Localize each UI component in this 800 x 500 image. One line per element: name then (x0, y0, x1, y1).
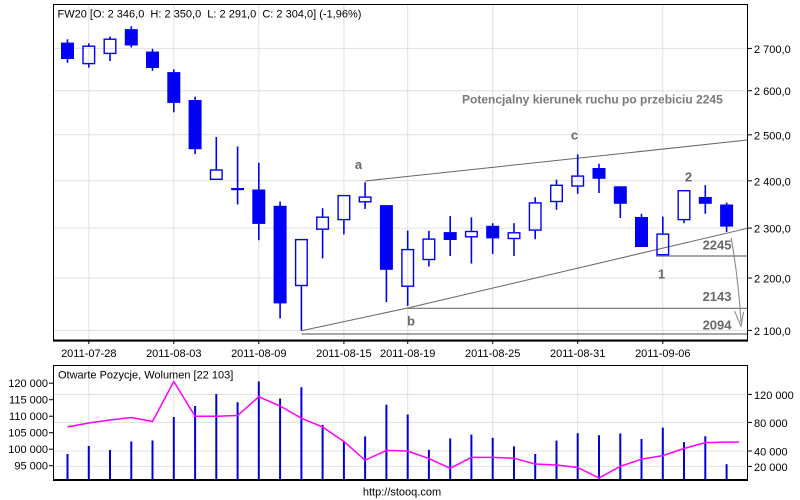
svg-text:2011-08-15: 2011-08-15 (316, 348, 371, 360)
svg-text:95 000: 95 000 (14, 461, 48, 473)
svg-text:2094: 2094 (703, 318, 733, 333)
svg-text:2011-08-03: 2011-08-03 (146, 348, 201, 360)
svg-text:20 000: 20 000 (754, 462, 788, 474)
svg-text:120 000: 120 000 (754, 390, 794, 402)
svg-text:2 500,0: 2 500,0 (754, 130, 791, 142)
svg-text:2 700,0: 2 700,0 (754, 44, 791, 56)
svg-text:2245: 2245 (703, 238, 732, 253)
svg-text:2 300,0: 2 300,0 (754, 224, 791, 236)
svg-text:2011-07-28: 2011-07-28 (61, 348, 116, 360)
svg-text:2011-08-09: 2011-08-09 (231, 348, 286, 360)
svg-text:FW20 [O: 2 346,0 H: 2 350,0: FW20 [O: 2 346,0 H: 2 350,0 L: 2 291,0 C… (58, 9, 362, 21)
svg-text:120 000: 120 000 (8, 378, 48, 390)
svg-text:110 000: 110 000 (9, 411, 48, 423)
svg-text:80 000: 80 000 (754, 418, 788, 430)
svg-text:2011-08-25: 2011-08-25 (465, 348, 520, 360)
svg-text:2011-08-19: 2011-08-19 (380, 348, 435, 360)
svg-text:http://stooq.com: http://stooq.com (363, 487, 441, 499)
svg-text:Potencjalny kierunek ruchu po: Potencjalny kierunek ruchu po przebiciu … (462, 93, 723, 107)
svg-text:2 400,0: 2 400,0 (754, 176, 791, 188)
svg-text:40 000: 40 000 (754, 447, 788, 459)
svg-text:2011-09-06: 2011-09-06 (635, 348, 690, 360)
svg-text:a: a (355, 157, 363, 172)
svg-text:2 200,0: 2 200,0 (754, 274, 791, 286)
svg-text:2143: 2143 (703, 289, 732, 304)
svg-text:1: 1 (658, 267, 665, 282)
svg-text:2 100,0: 2 100,0 (754, 326, 791, 338)
svg-text:100 000: 100 000 (8, 444, 48, 456)
svg-text:2 600,0: 2 600,0 (754, 86, 791, 98)
svg-text:Otwarte Pozycje, Wolumen [22 1: Otwarte Pozycje, Wolumen [22 103] (58, 370, 233, 382)
svg-text:b: b (407, 314, 415, 329)
svg-text:2: 2 (685, 170, 692, 185)
svg-text:2011-08-31: 2011-08-31 (550, 348, 605, 360)
svg-text:115 000: 115 000 (9, 395, 48, 407)
svg-text:c: c (571, 128, 578, 143)
svg-text:105 000: 105 000 (8, 428, 48, 440)
